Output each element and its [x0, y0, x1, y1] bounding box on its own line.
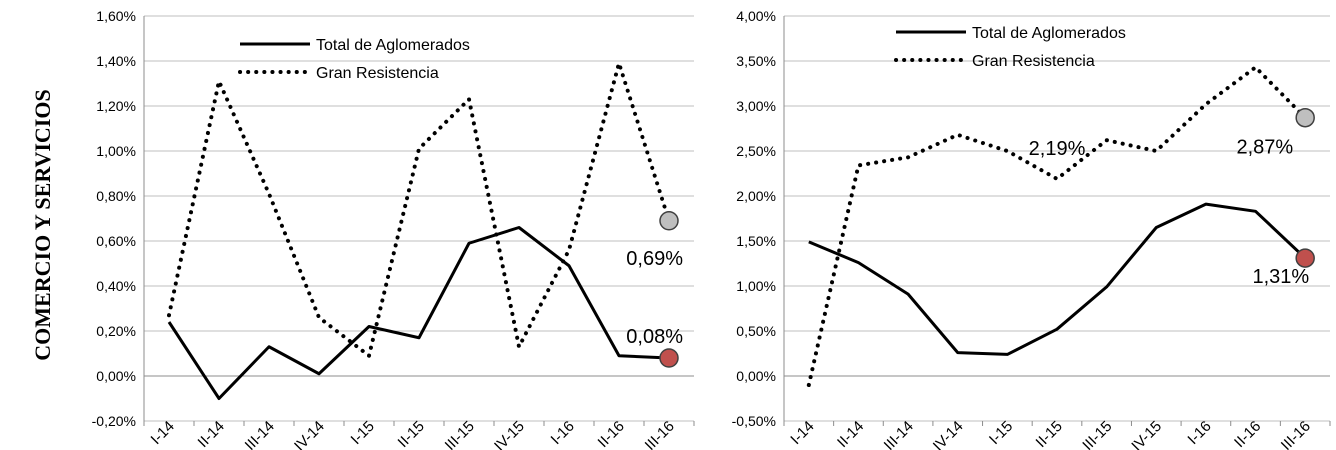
y-tick-label: 0,80%	[96, 188, 136, 204]
y-tick-label: 0,40%	[96, 278, 136, 294]
x-tick-label: IV-14	[930, 418, 967, 450]
x-tick-label: I-16	[548, 418, 578, 448]
x-tick-label: III-14	[242, 418, 278, 450]
end-marker-total	[1295, 248, 1315, 268]
x-tick-label: II-15	[395, 418, 428, 450]
y-tick-label: 1,40%	[96, 53, 136, 69]
end-marker-gran-resistencia	[1295, 107, 1315, 128]
y-tick-label: 3,50%	[736, 53, 776, 69]
y-tick-label: 2,50%	[736, 143, 776, 159]
y-tick-label: 0,00%	[736, 368, 776, 384]
y-tick-label: 2,00%	[736, 188, 776, 204]
x-tick-label: I-15	[986, 418, 1016, 448]
x-tick-label: II-15	[1033, 418, 1066, 450]
x-tick-label: IV-14	[291, 418, 328, 450]
x-tick-label: I-14	[787, 418, 817, 448]
series-line-total	[808, 202, 1307, 356]
annotation-total-end: 1,31%	[1252, 266, 1309, 288]
y-tick-label: 0,00%	[96, 368, 136, 384]
legend-label-total: Total de Aglomerados	[972, 25, 1126, 42]
x-tick-label: III-14	[881, 418, 917, 450]
x-tick-label: I-14	[148, 418, 178, 448]
y-tick-label: 0,20%	[96, 323, 136, 339]
series-line-total	[167, 226, 670, 400]
x-tick-label: II-14	[834, 418, 867, 450]
annotation-gran-resistencia-end: 2,87%	[1236, 137, 1293, 159]
chart-left: 1,60% 1,40% 1,20% 1,00% 0,80% 0,60% 0,40% 0,20%…	[92, 8, 695, 450]
y-tick-label: 1,00%	[736, 278, 776, 294]
x-tick-label: IV-15	[491, 418, 528, 450]
legend-label-gran-resistencia: Gran Resistencia	[972, 53, 1095, 70]
y-tick-label: 0,50%	[736, 323, 776, 339]
x-tick-label: I-16	[1184, 418, 1214, 448]
y-tick-label: -0,50%	[732, 413, 776, 429]
x-tick-label: III-15	[442, 418, 478, 450]
x-tick-label: III-16	[642, 418, 678, 450]
side-title-text: COMERCIO Y SERVICIOS	[30, 89, 55, 361]
x-tick-label: II-14	[195, 418, 228, 450]
y-tick-label: 3,00%	[736, 98, 776, 114]
chart-right: 4,00% 3,50% 3,00% 2,50% 2,00% 1,50% 1,00% 0,50%…	[732, 8, 1331, 450]
y-tick-label: 1,20%	[96, 98, 136, 114]
x-tick-label: I-15	[348, 418, 378, 448]
annotation-gran-resistencia-end: 0,69%	[626, 248, 683, 270]
annotation-gran-resistencia-ii15: 2,19%	[1029, 138, 1086, 160]
y-tick-label: 1,00%	[96, 143, 136, 159]
end-marker-total	[659, 348, 679, 368]
y-tick-label: 1,50%	[736, 233, 776, 249]
x-tick-label: III-15	[1079, 418, 1115, 450]
y-tick-label: 1,60%	[96, 8, 136, 24]
legend-label-total: Total de Aglomerados	[316, 37, 470, 54]
legend-label-gran-resistencia: Gran Resistencia	[316, 65, 439, 82]
x-tick-label: IV-15	[1128, 418, 1165, 450]
x-tick-label: II-16	[595, 418, 628, 450]
series-line-gran-resistencia	[806, 65, 1308, 387]
y-tick-label: 4,00%	[736, 8, 776, 24]
annotation-total-end: 0,08%	[626, 326, 683, 348]
end-marker-gran-resistencia	[659, 211, 679, 231]
x-tick-label: II-16	[1231, 418, 1264, 450]
y-tick-label: 0,60%	[96, 233, 136, 249]
x-tick-label: III-16	[1278, 418, 1314, 450]
y-tick-label: -0,20%	[92, 413, 136, 429]
